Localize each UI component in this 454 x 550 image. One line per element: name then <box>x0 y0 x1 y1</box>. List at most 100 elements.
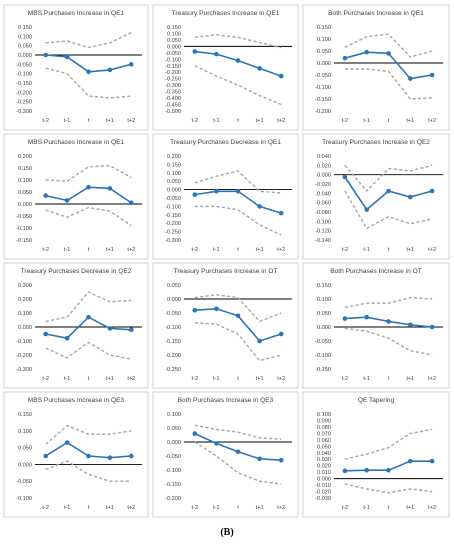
x-tick-label: t-2 <box>192 376 199 382</box>
chart-title: MBS Purchases Increase in QE3 <box>28 397 125 404</box>
x-tick-label: t+1 <box>406 118 414 124</box>
panel-frame <box>3 391 149 518</box>
y-tick-label: 0.100 <box>18 429 32 435</box>
y-tick-label: -0.250 <box>165 230 181 236</box>
estimate-point <box>278 457 284 463</box>
y-tick-label: 0.100 <box>167 412 181 418</box>
y-tick-label: 0.000 <box>167 440 181 446</box>
y-tick-label: -0.200 <box>16 353 32 359</box>
y-tick-label: 0.050 <box>167 179 181 185</box>
estimate-point <box>192 307 198 313</box>
y-tick-label: 0.050 <box>317 49 331 55</box>
chart-title: MBS Purchases Increase in QE1 <box>28 10 125 17</box>
y-tick-label: 0.000 <box>18 325 32 331</box>
x-tick-label: t-2 <box>192 505 199 511</box>
x-tick-label: t-2 <box>192 118 199 124</box>
x-tick-label: t+1 <box>106 118 114 124</box>
chart-panel-2: Treasury Purchases Increase in QE1 -0.500… <box>152 4 299 131</box>
y-tick-label: 0.100 <box>167 171 181 177</box>
y-tick-label: -0.200 <box>16 90 32 96</box>
confidence-band-upper <box>344 164 433 193</box>
y-tick-label: -0.400 <box>165 96 181 102</box>
estimate-point <box>364 467 370 473</box>
y-tick-label: 0.070 <box>317 431 331 437</box>
x-tick-label: t-2 <box>42 118 49 124</box>
estimate-point <box>107 326 113 331</box>
figure-caption: (B) <box>220 527 234 538</box>
chart-title: Treasury Purchases Increase in QE2 <box>322 139 430 146</box>
y-tick-label: 0.020 <box>317 163 331 169</box>
chart-title: Both Purchases Increase in OT <box>330 268 422 275</box>
x-tick-label: t <box>237 376 239 382</box>
estimate-point <box>64 440 70 445</box>
y-tick-label: 0.200 <box>18 297 32 303</box>
y-tick-label: 0.100 <box>18 178 32 184</box>
x-tick-label: t+1 <box>406 505 414 511</box>
y-tick-label: 0.100 <box>18 34 32 40</box>
x-tick-label: t <box>88 118 90 124</box>
estimate-point <box>386 319 391 324</box>
confidence-band-upper <box>45 291 132 323</box>
estimate-point <box>214 51 219 57</box>
y-tick-label: 0.300 <box>18 283 32 289</box>
estimate-point <box>386 188 391 194</box>
panel-frame <box>3 4 149 131</box>
y-tick-label: 0.000 <box>167 297 181 303</box>
confidence-band-lower <box>344 190 433 230</box>
x-tick-label: t+2 <box>277 505 285 511</box>
confidence-band-lower <box>194 441 282 485</box>
y-tick-label: 0.150 <box>317 283 331 289</box>
x-tick-label: t+1 <box>256 118 264 124</box>
y-tick-label: -0.300 <box>165 238 181 244</box>
confidence-band-lower <box>344 68 433 100</box>
y-tick-label: -0.050 <box>315 73 331 79</box>
estimate-point <box>257 66 262 71</box>
chart-panel-12: QE Tapering-0.030-0.020-0.0100.0000.0100… <box>302 391 450 518</box>
estimate-point <box>257 204 262 209</box>
estimate-point <box>86 453 91 459</box>
estimate-point <box>408 76 413 81</box>
y-tick-label: -0.100 <box>16 339 32 345</box>
panel-frame <box>302 4 450 131</box>
confidence-band-upper <box>194 34 282 49</box>
confidence-band-lower <box>45 67 132 99</box>
estimate-point <box>43 331 48 337</box>
x-tick-label: t <box>388 247 390 253</box>
y-tick-label: -0.100 <box>165 57 181 63</box>
x-tick-label: t-1 <box>363 376 370 382</box>
estimate-point <box>429 324 435 330</box>
y-tick-label: 0.100 <box>317 297 331 303</box>
confidence-band-upper <box>45 424 132 445</box>
panel-frame <box>302 391 450 518</box>
y-tick-label: -0.100 <box>165 204 181 210</box>
confidence-band-upper <box>344 296 433 309</box>
confidence-band-upper <box>194 170 282 194</box>
chart-panel-11: Both Purchases Increase in QE3 -0.200 -0.1… <box>152 391 299 518</box>
estimate-point <box>214 306 219 312</box>
confidence-band-upper <box>45 31 132 49</box>
y-tick-label: -0.150 <box>16 238 32 244</box>
chart-panel-8: Treasury Purchases Increase in OT -0.250 -… <box>152 262 299 389</box>
x-tick-label: t <box>237 247 239 253</box>
y-tick-label: 0.050 <box>18 446 32 452</box>
y-tick-label: -0.250 <box>16 100 32 106</box>
y-tick-label: 0.050 <box>167 38 181 44</box>
estimate-point <box>64 335 70 341</box>
y-tick-label: 0.150 <box>18 166 32 172</box>
estimate-point <box>278 210 284 216</box>
chart-title: Treasury Purchases Increase in QE1 <box>172 10 280 17</box>
x-tick-label: t+1 <box>106 247 114 253</box>
y-tick-label: -0.350 <box>165 90 181 96</box>
estimate-point <box>364 314 370 320</box>
panel-frame <box>152 133 299 260</box>
y-tick-label: -0.020 <box>315 490 331 496</box>
x-tick-label: t <box>388 505 390 511</box>
confidence-band-upper <box>194 294 282 323</box>
x-tick-label: t+1 <box>256 247 264 253</box>
y-tick-label: -0.050 <box>16 214 32 220</box>
estimate-point <box>214 441 219 446</box>
y-tick-label: -0.020 <box>315 182 331 188</box>
x-tick-label: t <box>237 118 239 124</box>
x-tick-label: t+2 <box>428 118 436 124</box>
